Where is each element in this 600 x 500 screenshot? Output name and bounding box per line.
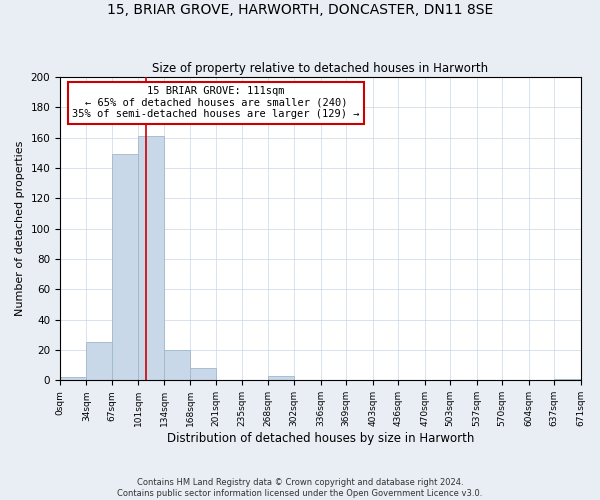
- Text: Contains HM Land Registry data © Crown copyright and database right 2024.
Contai: Contains HM Land Registry data © Crown c…: [118, 478, 482, 498]
- Title: Size of property relative to detached houses in Harworth: Size of property relative to detached ho…: [152, 62, 488, 74]
- X-axis label: Distribution of detached houses by size in Harworth: Distribution of detached houses by size …: [167, 432, 474, 445]
- Bar: [60, 378, 86, 380]
- Text: 15, BRIAR GROVE, HARWORTH, DONCASTER, DN11 8SE: 15, BRIAR GROVE, HARWORTH, DONCASTER, DN…: [107, 2, 493, 16]
- Bar: [554, 379, 581, 380]
- Y-axis label: Number of detached properties: Number of detached properties: [15, 141, 25, 316]
- Bar: [268, 376, 294, 380]
- Bar: [86, 342, 112, 380]
- Bar: [112, 154, 139, 380]
- Text: 15 BRIAR GROVE: 111sqm
← 65% of detached houses are smaller (240)
35% of semi-de: 15 BRIAR GROVE: 111sqm ← 65% of detached…: [73, 86, 360, 120]
- Bar: [190, 368, 216, 380]
- Bar: [139, 136, 164, 380]
- Bar: [164, 350, 190, 380]
